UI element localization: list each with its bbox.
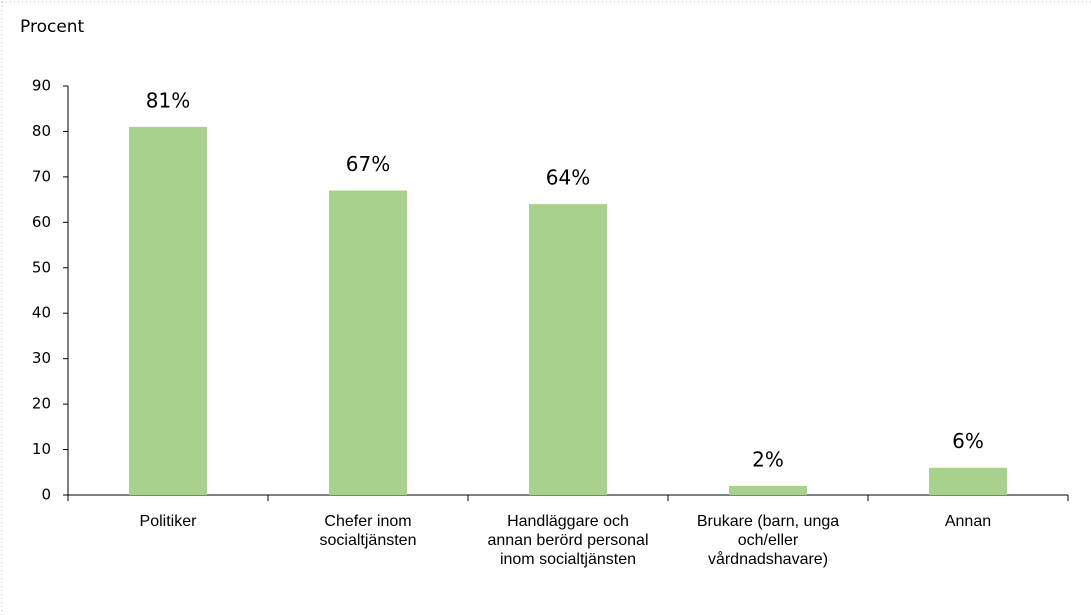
value-label: 64% xyxy=(546,166,590,190)
value-label: 67% xyxy=(346,152,390,176)
y-tick-label: 60 xyxy=(32,213,51,231)
bar xyxy=(129,126,207,496)
y-tick-label: 50 xyxy=(32,258,51,276)
bar xyxy=(929,467,1007,495)
x-tick-label: Annan xyxy=(944,513,992,530)
y-tick-label: 30 xyxy=(32,349,51,367)
value-label: 2% xyxy=(752,447,784,471)
y-tick-label: 70 xyxy=(32,167,51,185)
value-label: 81% xyxy=(146,88,190,112)
y-tick-label: 80 xyxy=(32,122,51,140)
y-axis-label: Procent xyxy=(20,17,85,37)
y-tick-label: 20 xyxy=(32,395,51,413)
bar xyxy=(329,190,407,495)
x-tick-label: Brukare (barn, unga och/eller vårdnadsha… xyxy=(696,513,840,568)
y-tick-label: 10 xyxy=(32,440,51,458)
value-label: 6% xyxy=(952,429,984,453)
x-tick-label: Politiker xyxy=(139,513,197,530)
y-tick-label: 0 xyxy=(41,486,51,504)
bar xyxy=(729,485,807,495)
x-tick-label: Handläggare och annan berörd personal in… xyxy=(487,513,649,568)
x-tick-label: Chefer inom socialtjänsten xyxy=(319,513,417,549)
bar xyxy=(529,204,607,495)
y-tick-label: 40 xyxy=(32,304,51,322)
y-tick-label: 90 xyxy=(32,77,51,95)
